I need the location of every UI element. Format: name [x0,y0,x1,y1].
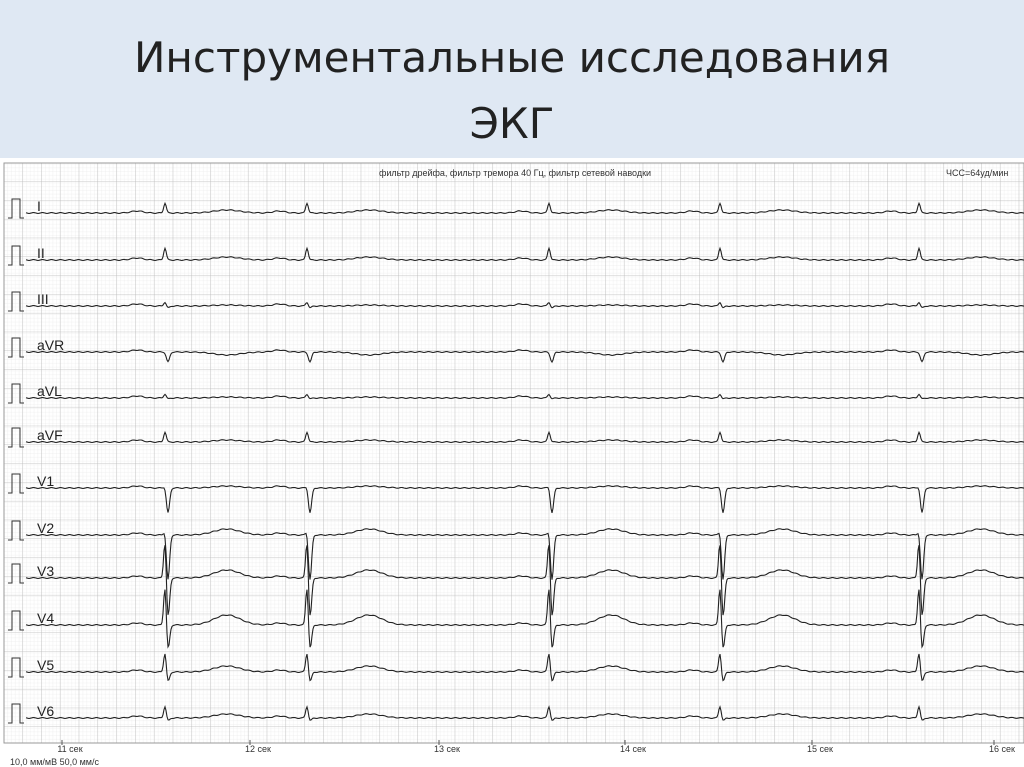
time-label: 15 сек [807,744,833,754]
time-label: 11 сек [57,744,82,754]
lead-label: II [37,245,45,261]
title-line: ЭКГ [470,99,555,148]
ecg-trace [25,349,1024,364]
calibration-pulse [8,198,24,219]
calibration-pulse [8,291,24,312]
calibration-pulse [8,245,24,266]
lead-label: V2 [37,520,54,536]
lead-label: aVF [37,427,63,443]
calibration-pulse [8,427,24,448]
calibration-pulse [8,703,24,724]
title-line: Инструментальные исследования [134,33,890,82]
ecg-trace [25,653,1024,682]
time-label: 13 сек [434,744,460,754]
calibration-pulse [8,610,24,631]
ecg-grid [3,162,1024,744]
lead-label: aVL [37,383,62,399]
calibration-pulse [8,563,24,584]
time-label: 14 сек [620,744,646,754]
ecg-trace [25,545,1024,616]
lead-label: III [37,291,49,307]
ecg-trace [25,430,1024,443]
ecg-trace [25,704,1024,721]
title-band [0,0,1024,158]
lead-label: V5 [37,657,54,673]
calibration-pulse [8,473,24,494]
lead-label: V6 [37,703,54,719]
lead-label: I [37,198,41,214]
calibration-pulse [8,337,24,358]
ecg-trace [25,528,1024,580]
ecg-trace [25,393,1024,400]
filter-note: фильтр дрейфа, фильтр тремора 40 Гц, фил… [379,168,651,178]
time-label: 12 сек [245,744,271,754]
ecg-trace [25,246,1024,261]
ecg-trace [25,589,1024,649]
time-label: 16 сек [989,744,1015,754]
lead-label: V1 [37,473,54,489]
calibration-pulse [8,520,24,541]
footer: 10,0 мм/мВ 50,0 мм/с [10,757,99,767]
calibration-pulse [8,657,24,678]
calibration-pulse [8,383,24,404]
ecg-trace [25,301,1024,309]
lead-label: aVR [37,337,64,353]
lead-label: V3 [37,563,54,579]
heart-rate: ЧСС=64уд/мин [946,168,1008,178]
ecg-trace [25,485,1024,514]
ecg-trace [25,201,1024,214]
lead-label: V4 [37,610,54,626]
